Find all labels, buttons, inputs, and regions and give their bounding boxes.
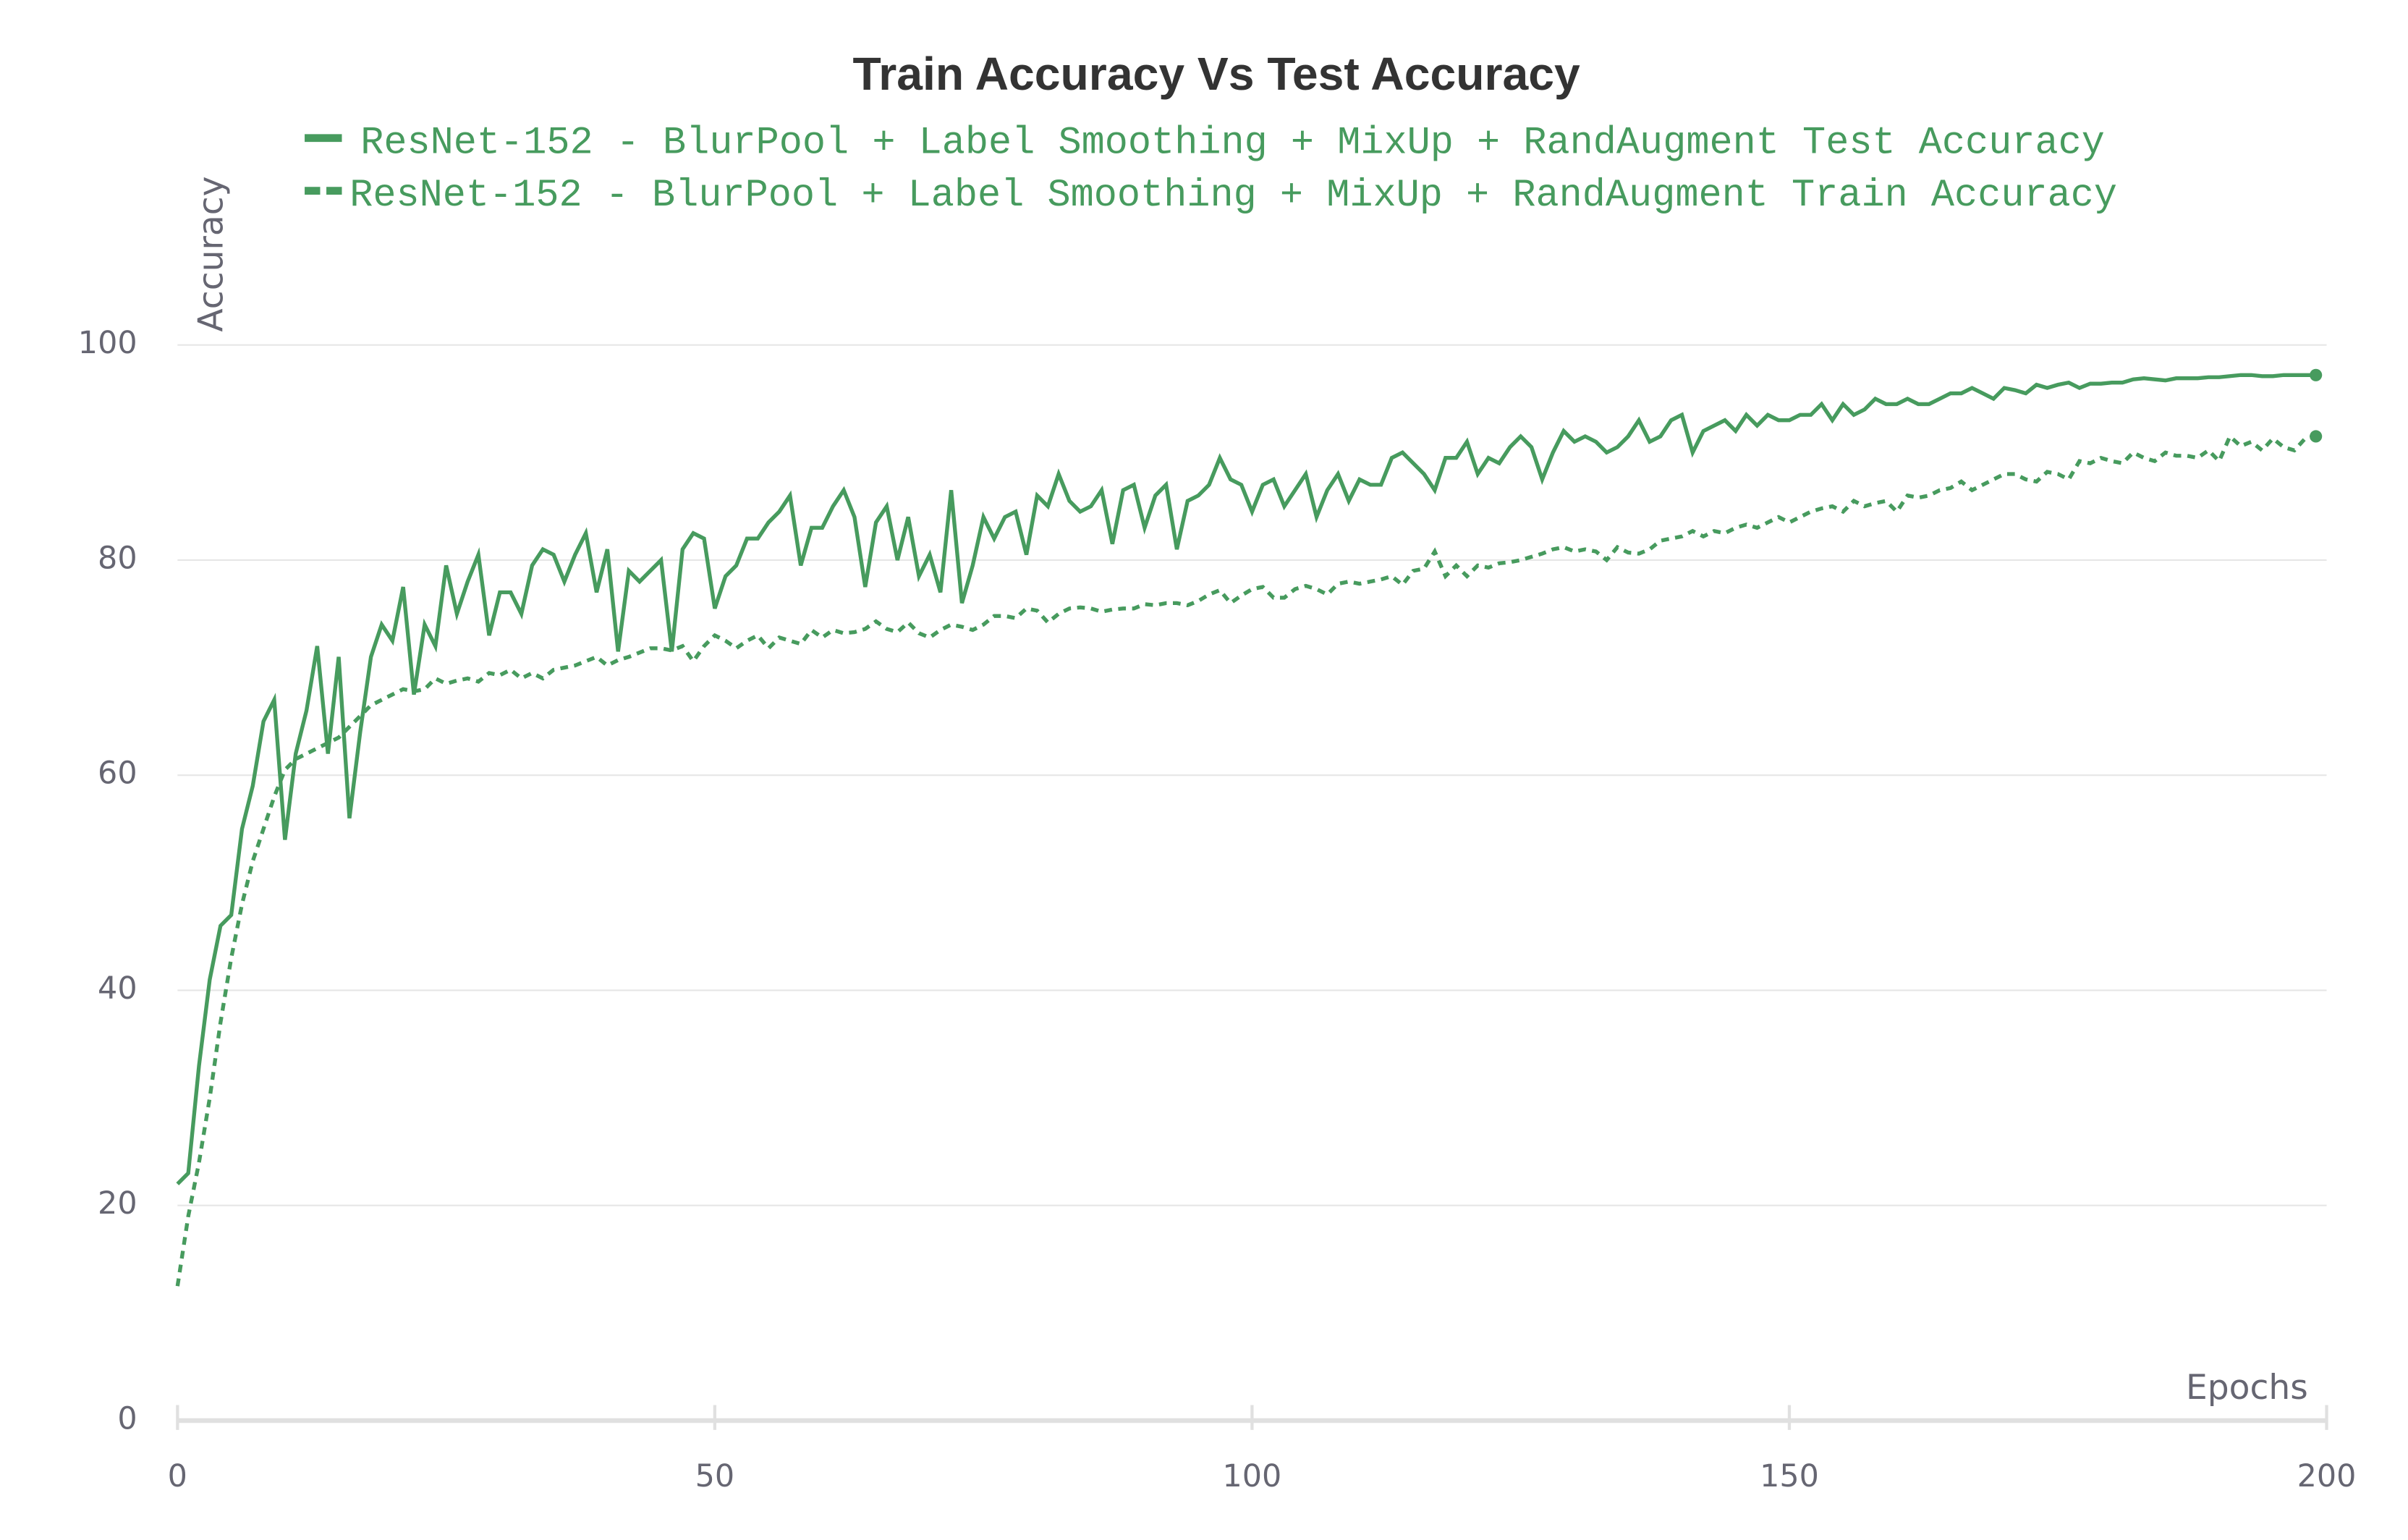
legend-label: ResNet-152 - BlurPool + Label Smoothing … — [360, 121, 2105, 165]
end-point — [2310, 368, 2323, 381]
x-tick-label: 200 — [2297, 1458, 2357, 1494]
series-line — [176, 373, 2316, 1185]
x-tick-label: 50 — [695, 1458, 735, 1494]
series-line — [175, 433, 2317, 1287]
x-tick-label: 100 — [1223, 1458, 1282, 1494]
y-tick-label: 40 — [98, 970, 137, 1007]
x-tick-label: 150 — [1760, 1458, 1819, 1494]
x-axis-label: Epochs — [2186, 1368, 2308, 1408]
legend-label: ResNet-152 - BlurPool + Label Smoothing … — [349, 174, 2117, 218]
y-tick-label: 100 — [78, 325, 137, 361]
y-tick-label: 60 — [98, 756, 137, 792]
end-point — [2310, 430, 2323, 443]
chart-title: Train Accuracy Vs Test Accuracy — [853, 48, 1580, 100]
y-tick-label: 20 — [98, 1185, 137, 1222]
y-axis-label: Accuracy — [192, 176, 232, 331]
y-tick-label: 0 — [117, 1400, 137, 1437]
y-tick-label: 80 — [98, 540, 137, 576]
x-tick-label: 0 — [168, 1458, 187, 1494]
